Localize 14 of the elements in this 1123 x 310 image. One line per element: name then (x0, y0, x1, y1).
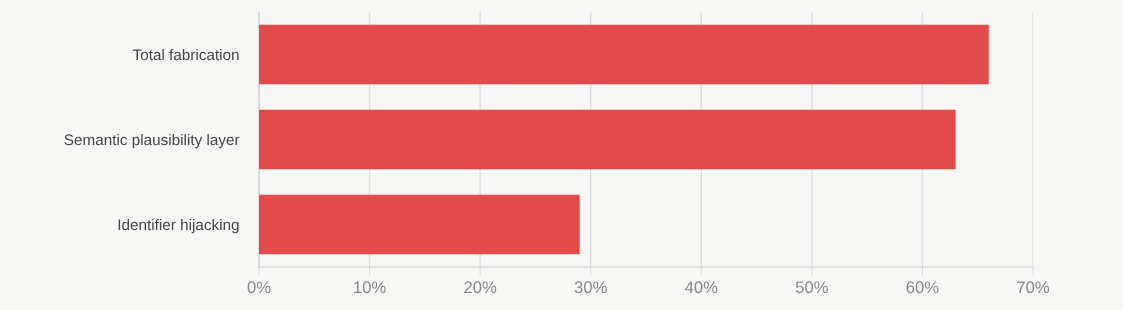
y-tick-label: Identifier hijacking (118, 218, 239, 234)
y-tick-label: Semantic plausibility layer (64, 133, 240, 149)
x-tick-label: 40% (684, 281, 718, 294)
bar (259, 194, 580, 255)
x-tick-label: 50% (795, 281, 828, 294)
x-tick-label: 10% (354, 281, 386, 294)
bar (259, 24, 989, 85)
x-tick-label: 0% (247, 281, 271, 294)
x-tick-label: 60% (906, 281, 939, 294)
y-tick-label: Total fabrication (132, 48, 239, 61)
x-tick-label: 20% (464, 281, 497, 294)
x-tick-label: 70% (1017, 281, 1050, 294)
x-tick-label: 30% (574, 281, 607, 294)
bar (259, 109, 956, 170)
